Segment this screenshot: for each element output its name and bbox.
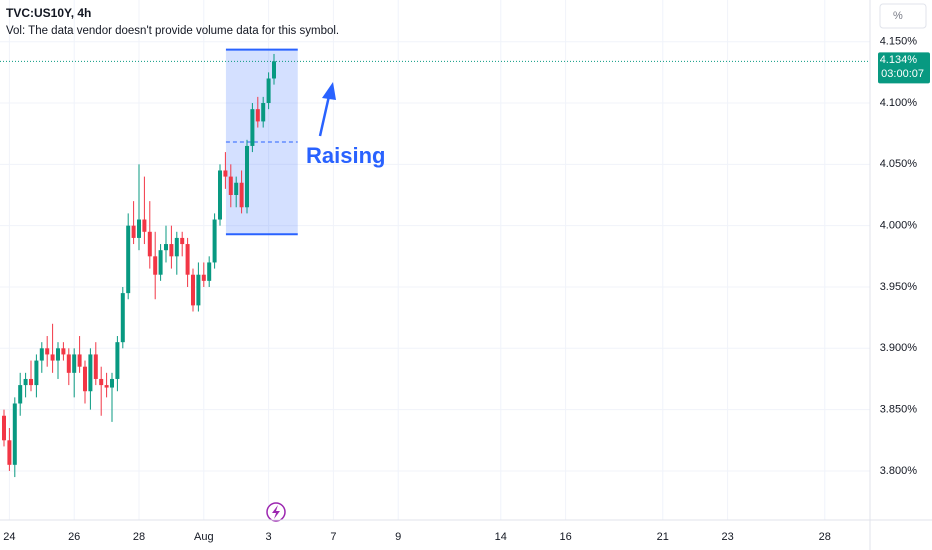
candle-body <box>217 170 222 220</box>
candle-body <box>266 78 271 104</box>
candle-body <box>72 354 77 373</box>
candle-body <box>120 293 125 343</box>
candle-body <box>28 378 33 386</box>
candle-body <box>153 256 158 275</box>
y-tick-label: 4.150% <box>880 36 918 48</box>
countdown: 03:00:07 <box>881 68 924 80</box>
candle-body <box>169 244 174 257</box>
candle-body <box>39 348 44 361</box>
x-tick-label: 16 <box>559 531 571 543</box>
candle-body <box>1 415 6 441</box>
candle-body <box>271 61 276 79</box>
candle-body <box>255 109 260 122</box>
candle-body <box>18 385 23 404</box>
x-tick-label: Aug <box>194 531 214 543</box>
candle-body <box>99 378 104 386</box>
candle-body <box>136 219 141 238</box>
candle-body <box>158 250 163 275</box>
x-tick-label: 23 <box>721 531 733 543</box>
x-tick-label: 26 <box>68 531 80 543</box>
candle-body <box>23 378 28 386</box>
candle-body <box>104 385 109 388</box>
candle-body <box>88 354 93 392</box>
y-tick-label: 3.800% <box>880 465 918 477</box>
y-tick-label: 4.000% <box>880 220 918 232</box>
candle-body <box>190 274 195 306</box>
candle-body <box>239 182 244 208</box>
candle-body <box>126 225 131 294</box>
x-tick-label: 9 <box>395 531 401 543</box>
y-tick-label: 4.050% <box>880 158 918 170</box>
candle-body <box>131 225 136 238</box>
candle-body <box>180 237 185 245</box>
candle-body <box>82 366 87 392</box>
candle-body <box>244 145 249 208</box>
candle-body <box>34 360 39 386</box>
candle-body <box>207 262 212 281</box>
candle-body <box>7 440 12 465</box>
y-tick-label: 3.850% <box>880 404 918 416</box>
candle-body <box>109 378 114 388</box>
candle-body <box>228 176 233 195</box>
candle-body <box>77 354 82 367</box>
y-tick-label: 4.100% <box>880 97 918 109</box>
candle-body <box>93 354 98 379</box>
x-tick-label: 21 <box>657 531 669 543</box>
y-tick-label: 3.900% <box>880 342 918 354</box>
candle-body <box>12 403 17 465</box>
candle-body <box>147 231 152 257</box>
arrow-head <box>322 82 336 100</box>
x-tick-label: 14 <box>495 531 507 543</box>
candle-body <box>163 244 168 251</box>
candle-body <box>261 103 266 122</box>
candle-body <box>223 170 228 177</box>
candle-body <box>50 354 55 361</box>
x-tick-label: 7 <box>330 531 336 543</box>
candle-body <box>142 219 147 232</box>
chart-subtitle: Vol: The data vendor doesn't provide vol… <box>6 25 339 37</box>
candle-body <box>115 342 120 379</box>
candle-body <box>201 274 206 281</box>
arrow-shaft <box>318 95 331 137</box>
candle-body <box>212 219 217 263</box>
candle-body <box>66 354 71 373</box>
unit-button-label[interactable]: % <box>893 10 903 22</box>
candle-body <box>185 244 190 275</box>
candle-body <box>250 109 255 146</box>
candle-body <box>61 348 66 355</box>
last-price-label: 4.134% <box>880 54 918 66</box>
candle-body <box>174 237 179 257</box>
chart-title: TVC:US10Y, 4h <box>6 6 91 20</box>
grid <box>0 0 870 520</box>
x-tick-label: 28 <box>819 531 831 543</box>
x-tick-label: 3 <box>266 531 272 543</box>
unit-button[interactable] <box>879 3 927 29</box>
candle-body <box>55 348 60 361</box>
x-tick-label: 28 <box>133 531 145 543</box>
lightning-icon[interactable] <box>266 502 286 522</box>
y-tick-label: 3.950% <box>880 281 918 293</box>
candle-body <box>234 182 239 195</box>
annotation-text: Raising <box>306 143 385 168</box>
candle-body <box>196 274 201 306</box>
candle-body <box>45 348 50 355</box>
x-tick-label: 24 <box>3 531 15 543</box>
last-price-box <box>878 52 930 84</box>
